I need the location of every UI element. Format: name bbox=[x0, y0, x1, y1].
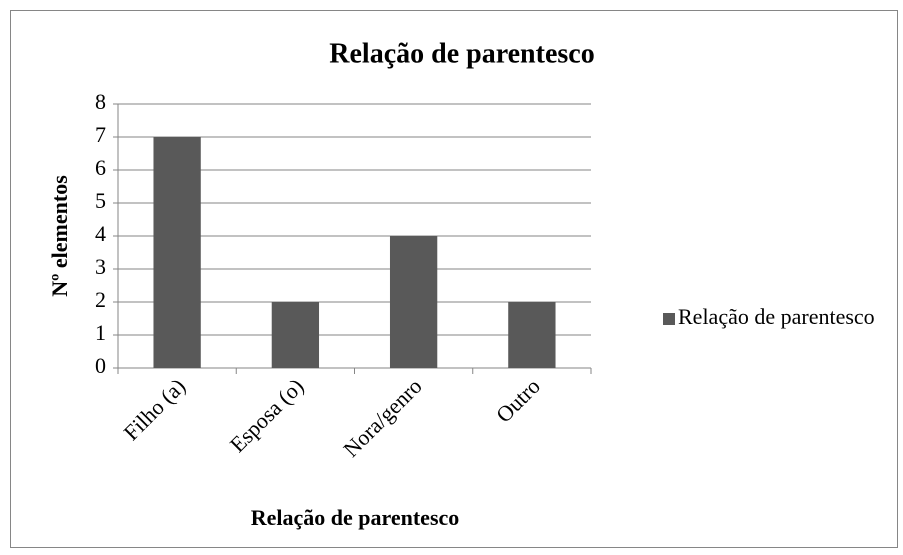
x-axis-title: Relação de parentesco bbox=[251, 505, 460, 530]
legend-swatch bbox=[663, 313, 675, 325]
bar bbox=[508, 302, 556, 368]
y-tick-label: 3 bbox=[95, 254, 106, 279]
bar bbox=[153, 137, 201, 368]
bar bbox=[271, 302, 320, 368]
y-tick-label: 7 bbox=[95, 122, 106, 147]
y-tick-label: 6 bbox=[95, 155, 106, 180]
legend-label: Relação de parentesco bbox=[678, 304, 875, 329]
y-tick-label: 5 bbox=[95, 188, 106, 213]
y-tick-label: 0 bbox=[95, 353, 106, 378]
y-tick-label: 1 bbox=[95, 320, 106, 345]
y-tick-label: 4 bbox=[95, 221, 106, 246]
chart-title: Relação de parentesco bbox=[329, 38, 594, 69]
chart-border bbox=[10, 10, 898, 548]
bar bbox=[389, 236, 438, 368]
y-tick-label: 8 bbox=[95, 89, 106, 114]
y-axis-title: Nº elementos bbox=[47, 175, 72, 297]
y-tick-label: 2 bbox=[95, 287, 106, 312]
